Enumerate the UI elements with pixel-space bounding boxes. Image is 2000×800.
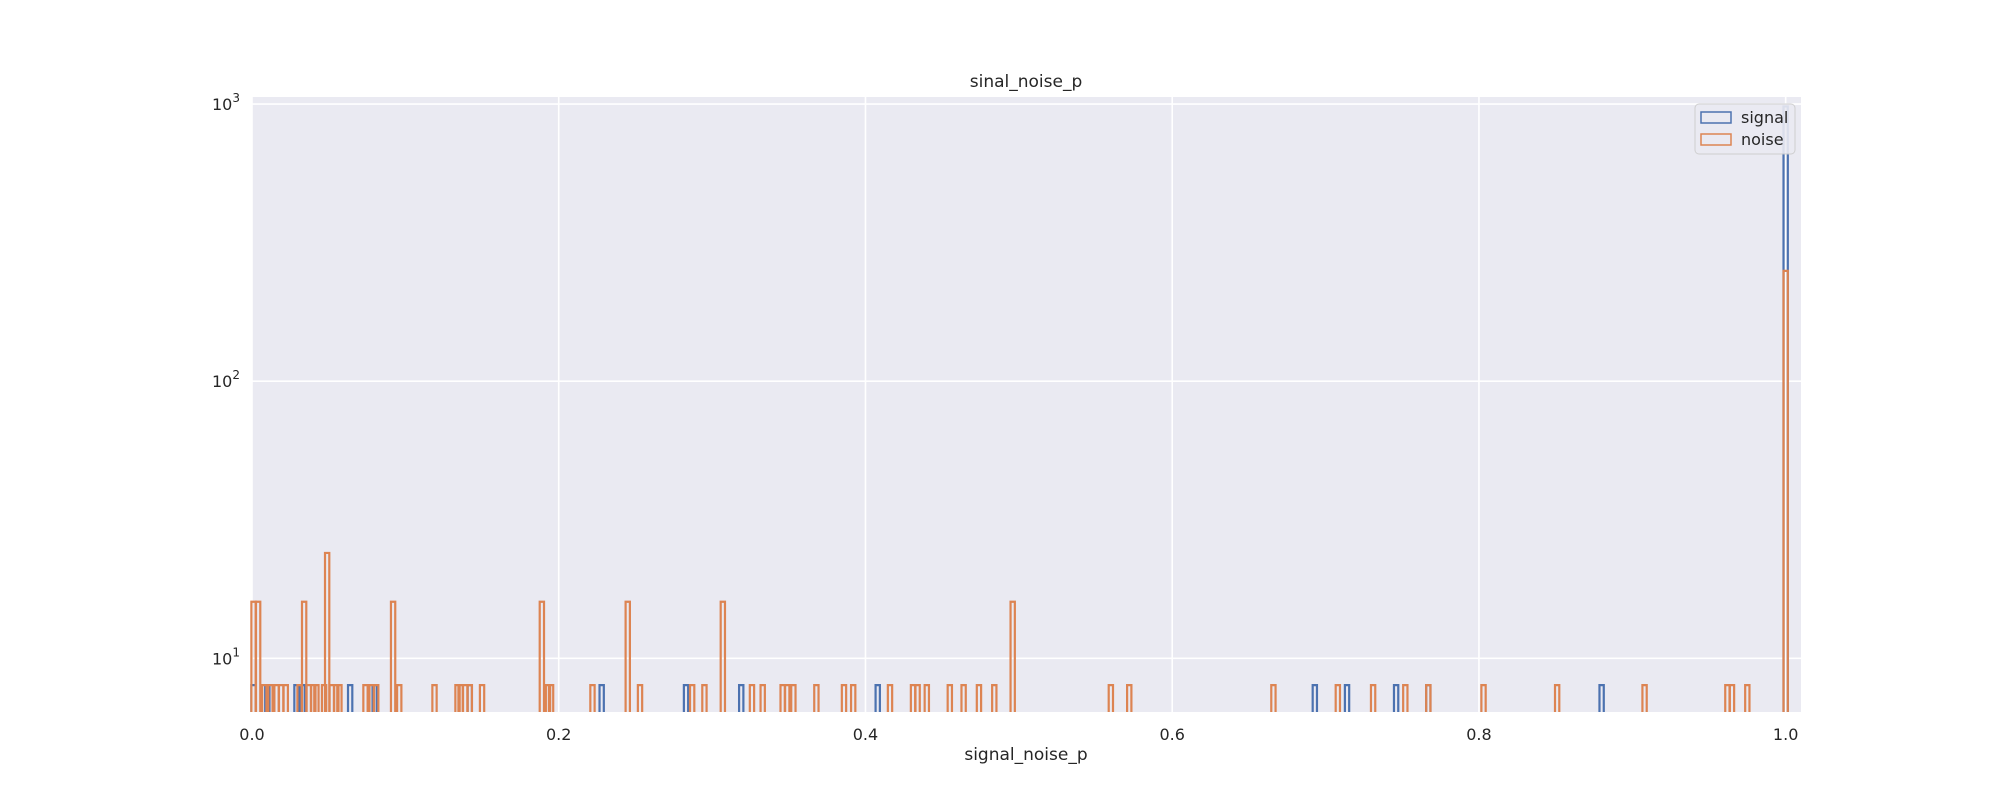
noise-bin <box>254 600 262 712</box>
legend-label-signal: signal <box>1741 108 1788 127</box>
noise-bin <box>923 684 931 712</box>
noise-bin <box>701 684 708 712</box>
noise-bin <box>478 684 486 712</box>
series-noise <box>250 269 1789 712</box>
noise-bin <box>813 684 820 712</box>
noise-bin <box>748 684 756 712</box>
noise-bin <box>1402 684 1409 712</box>
noise-bin <box>759 684 766 712</box>
noise-bin <box>1641 684 1648 712</box>
noise-bin <box>784 684 791 712</box>
x-tick-label: 0.8 <box>1466 725 1491 744</box>
y-axis-ticks: 101 102 103 <box>212 91 240 668</box>
noise-bin <box>300 600 308 712</box>
noise-bin <box>261 684 268 712</box>
noise-bin <box>466 684 474 712</box>
x-axis-label: signal_noise_p <box>964 745 1087 765</box>
y-tick-label: 103 <box>212 91 240 114</box>
noise-bin <box>636 684 644 712</box>
noise-bin <box>336 684 343 712</box>
noise-bin <box>282 684 289 712</box>
noise-bin <box>1782 269 1789 712</box>
noise-bin <box>914 684 921 712</box>
noise-bin <box>946 684 954 712</box>
noise-bin <box>840 684 848 712</box>
noise-bin <box>991 684 998 712</box>
legend-label-noise: noise <box>1741 130 1784 149</box>
noise-bin <box>790 684 797 712</box>
noise-bin <box>1744 684 1751 712</box>
noise-bin <box>538 600 546 712</box>
x-tick-label: 0.2 <box>546 725 571 744</box>
y-tick-label: 101 <box>212 645 240 668</box>
histogram-series <box>250 105 1789 712</box>
signal-bin <box>1343 684 1351 712</box>
noise-bin <box>1126 684 1133 712</box>
legend-box <box>1694 103 1796 155</box>
signal-bin <box>598 684 605 712</box>
noise-bin <box>1553 684 1561 712</box>
noise-bin <box>975 684 983 712</box>
signal-bin <box>346 684 354 712</box>
noise-bin <box>1480 684 1487 712</box>
noise-bin <box>547 684 555 712</box>
noise-bin <box>849 684 857 712</box>
y-tick-label: 102 <box>212 368 240 391</box>
noise-bin <box>395 684 403 712</box>
noise-bin <box>431 684 438 712</box>
noise-bin <box>1369 684 1377 712</box>
chart-title: sinal_noise_p <box>970 72 1083 92</box>
noise-bin <box>1334 684 1342 712</box>
noise-bin <box>960 684 967 712</box>
plot-area <box>252 97 1801 712</box>
signal-bin <box>1598 684 1605 712</box>
legend-swatch-signal <box>1700 111 1732 124</box>
noise-bin <box>372 684 380 712</box>
legend-swatch-noise <box>1700 133 1732 146</box>
x-tick-label: 1.0 <box>1773 725 1798 744</box>
signal-bin <box>874 684 881 712</box>
signal-bin <box>737 684 745 712</box>
noise-bin <box>1425 684 1432 712</box>
signal-bin <box>682 684 690 712</box>
grid-lines <box>251 97 1801 712</box>
signal-bin <box>1311 684 1319 712</box>
noise-bin <box>589 684 596 712</box>
noise-bin <box>362 684 369 712</box>
x-tick-label: 0.6 <box>1159 725 1184 744</box>
noise-bin <box>719 600 727 712</box>
noise-bin <box>389 600 397 712</box>
x-axis-ticks: 0.0 0.2 0.4 0.6 0.8 1.0 <box>239 725 1798 744</box>
noise-bin <box>624 600 631 712</box>
noise-bin <box>688 684 696 712</box>
noise-bin <box>1270 684 1277 712</box>
noise-bin <box>886 684 894 712</box>
noise-bin <box>1009 600 1016 712</box>
legend: signal noise <box>1694 103 1796 155</box>
x-tick-label: 0.0 <box>239 725 264 744</box>
noise-bin <box>313 684 320 712</box>
signal-bin <box>1392 684 1400 712</box>
noise-bin <box>323 551 331 712</box>
x-tick-label: 0.4 <box>853 725 878 744</box>
noise-bin <box>1107 684 1115 712</box>
noise-bin <box>267 684 274 712</box>
noise-bin <box>1728 684 1736 712</box>
